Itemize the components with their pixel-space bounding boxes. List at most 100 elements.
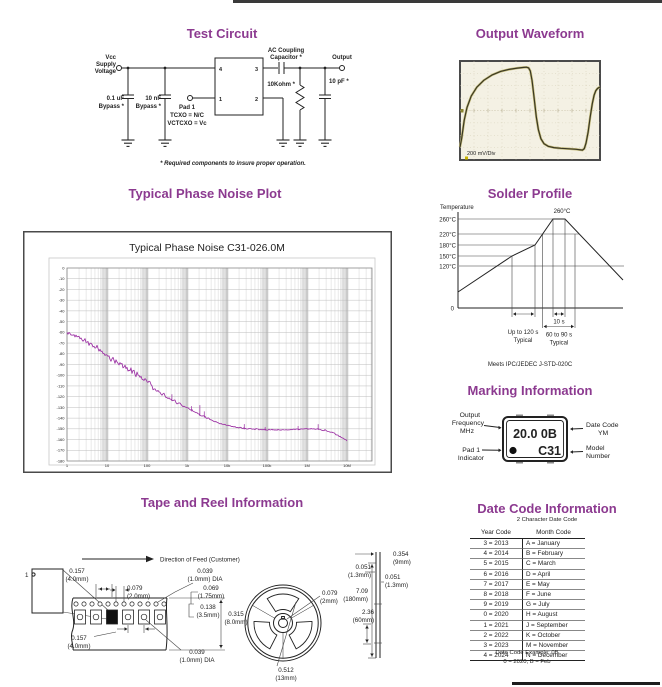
svg-text:-90: -90 (59, 362, 66, 367)
pad1-label: Pad 1 (179, 105, 196, 111)
svg-text:10k: 10k (224, 463, 230, 468)
ground-symbols (121, 139, 332, 147)
tape-strip (70, 597, 168, 651)
vcc-label: Vcc (105, 55, 116, 61)
svg-text:-80: -80 (59, 351, 66, 356)
svg-text:-180: -180 (56, 458, 65, 463)
svg-text:220°C: 220°C (439, 233, 456, 239)
svg-text:(1.3mm): (1.3mm) (385, 582, 408, 589)
table-row-month: F = June (522, 589, 585, 601)
solder-profile-diagram: Temperature 260°C 220°C 180°C 150°C 120°… (439, 205, 624, 368)
direction-of-feed: Direction of Feed (Customer) (82, 555, 240, 564)
svg-text:0.512: 0.512 (278, 667, 294, 674)
table-row-year: 3 = 2013 (470, 539, 522, 550)
svg-text:(180mm): (180mm) (343, 596, 368, 603)
svg-text:(3.5mm): (3.5mm) (196, 612, 219, 619)
section-title-tape-reel: Tape and Reel Information (140, 495, 304, 510)
table-row-month: E = May (522, 579, 585, 590)
section-title-solder-profile: Solder Profile (487, 186, 573, 201)
bottom-rule (512, 682, 660, 685)
table-row-year: 7 = 2017 (470, 580, 522, 590)
svg-text:YM: YM (598, 430, 609, 437)
svg-text:-70: -70 (59, 340, 66, 345)
tape-reel-drawing: Direction of Feed (Customer) 1 0.157 (4.… (25, 551, 411, 682)
svg-text:(4.0mm): (4.0mm) (67, 643, 90, 650)
svg-text:(8.0mm): (8.0mm) (224, 619, 247, 626)
svg-text:-120: -120 (56, 394, 65, 399)
svg-text:2.36: 2.36 (362, 609, 375, 616)
svg-text:0.138: 0.138 (200, 604, 216, 611)
pad1-dot (509, 446, 517, 455)
test-circuit-diagram: Vcc Supply Voltage 0.1 uF Bypass * 10 nF… (95, 48, 352, 167)
top-rule (233, 0, 662, 3)
svg-text:0.079: 0.079 (322, 590, 338, 597)
tape-side-view: 0.354 (9mm) 0.051 (1.3mm) 0.051 (1.3mm) … (343, 551, 411, 659)
peak-temp-label: 260°C (554, 209, 571, 215)
svg-text:-10: -10 (59, 276, 66, 281)
table-row-month: B = February (522, 549, 585, 560)
table-row-month: G = July (522, 600, 585, 611)
load-cap-label: 10 pF * (329, 79, 349, 85)
svg-text:150°C: 150°C (439, 255, 456, 261)
solder-caption: Meets IPC/JEDEC J-STD-020C (488, 362, 573, 368)
svg-text:MHz: MHz (460, 428, 475, 435)
peak-time-label: 10 s (553, 320, 564, 326)
date-code-subtitle: 2 Character Date Code (516, 517, 578, 523)
svg-text:VCTCXO = Vc: VCTCXO = Vc (167, 121, 207, 127)
cap1-label: 0.1 uF (107, 96, 125, 102)
table-row-year: 4 = 2024 (470, 651, 522, 662)
svg-text:0.079: 0.079 (127, 585, 143, 592)
svg-text:(1.0mm) DIA: (1.0mm) DIA (179, 657, 215, 664)
svg-text:(2.0mm): (2.0mm) (127, 593, 150, 600)
cap2-label: 10 nF (145, 96, 161, 102)
table-row-month: J = September (522, 620, 585, 631)
svg-text:-100: -100 (56, 373, 65, 378)
svg-text:(13mm): (13mm) (275, 675, 296, 682)
solder-profile-curve (457, 218, 624, 293)
pin-1: 1 (219, 97, 222, 103)
svg-text:120°C: 120°C (439, 265, 456, 271)
date-code-table: Year Code Month Code 3 = 2013 A = January… (470, 528, 585, 662)
table-row-month: D = April (522, 569, 585, 580)
table-row-month: K = October (522, 630, 585, 641)
svg-text:0.069: 0.069 (203, 585, 219, 592)
pin1-index-label: 1 (25, 572, 29, 579)
svg-text:(2mm): (2mm) (320, 598, 338, 605)
svg-text:(60mm): (60mm) (353, 617, 374, 624)
svg-text:10: 10 (105, 463, 110, 468)
pin-2: 2 (255, 97, 258, 103)
table-row-year: 5 = 2015 (470, 559, 522, 570)
ac-cap-label: AC Coupling (268, 48, 305, 54)
svg-text:0.157: 0.157 (69, 568, 85, 575)
svg-text:(1.3mm): (1.3mm) (348, 572, 371, 579)
phase-noise-trace (66, 332, 348, 442)
svg-text:Bypass *: Bypass * (99, 104, 125, 110)
table-row-year: 1 = 2021 (470, 621, 522, 631)
output-label: Output (332, 55, 352, 61)
table-row-month: M = November (522, 640, 585, 652)
svg-text:Supply: Supply (96, 62, 117, 68)
month-code-header: Month Code (522, 528, 585, 539)
oscilloscope-screenshot: 200 mV/Div (458, 60, 601, 161)
model-number-label: Model (586, 445, 605, 452)
svg-text:-20: -20 (59, 287, 66, 292)
svg-text:(9mm): (9mm) (393, 559, 411, 566)
svg-text:(1.0mm) DIA: (1.0mm) DIA (187, 576, 223, 583)
section-title-date-code: Date Code Information (477, 501, 617, 516)
table-row-year: 3 = 2023 (470, 641, 522, 652)
scope-grid (460, 61, 600, 160)
svg-text:Number: Number (586, 453, 611, 460)
tape-dimensions: 0.157 (4.0mm) 0.079 (2.0mm) 0.039 (1.0mm… (65, 568, 247, 664)
svg-text:1: 1 (66, 463, 69, 468)
pin-4: 4 (219, 67, 223, 73)
circuit-wires (116, 57, 345, 140)
circuit-junction-dots (126, 66, 327, 70)
direction-label: Direction of Feed (Customer) (160, 557, 240, 564)
resistor-label: 10Kohm * (267, 82, 295, 88)
svg-text:0.315: 0.315 (228, 611, 244, 618)
svg-text:1M: 1M (304, 463, 310, 468)
solder-markers (511, 219, 576, 328)
table-row-year: 2 = 2022 (470, 631, 522, 641)
svg-text:-170: -170 (56, 448, 65, 453)
